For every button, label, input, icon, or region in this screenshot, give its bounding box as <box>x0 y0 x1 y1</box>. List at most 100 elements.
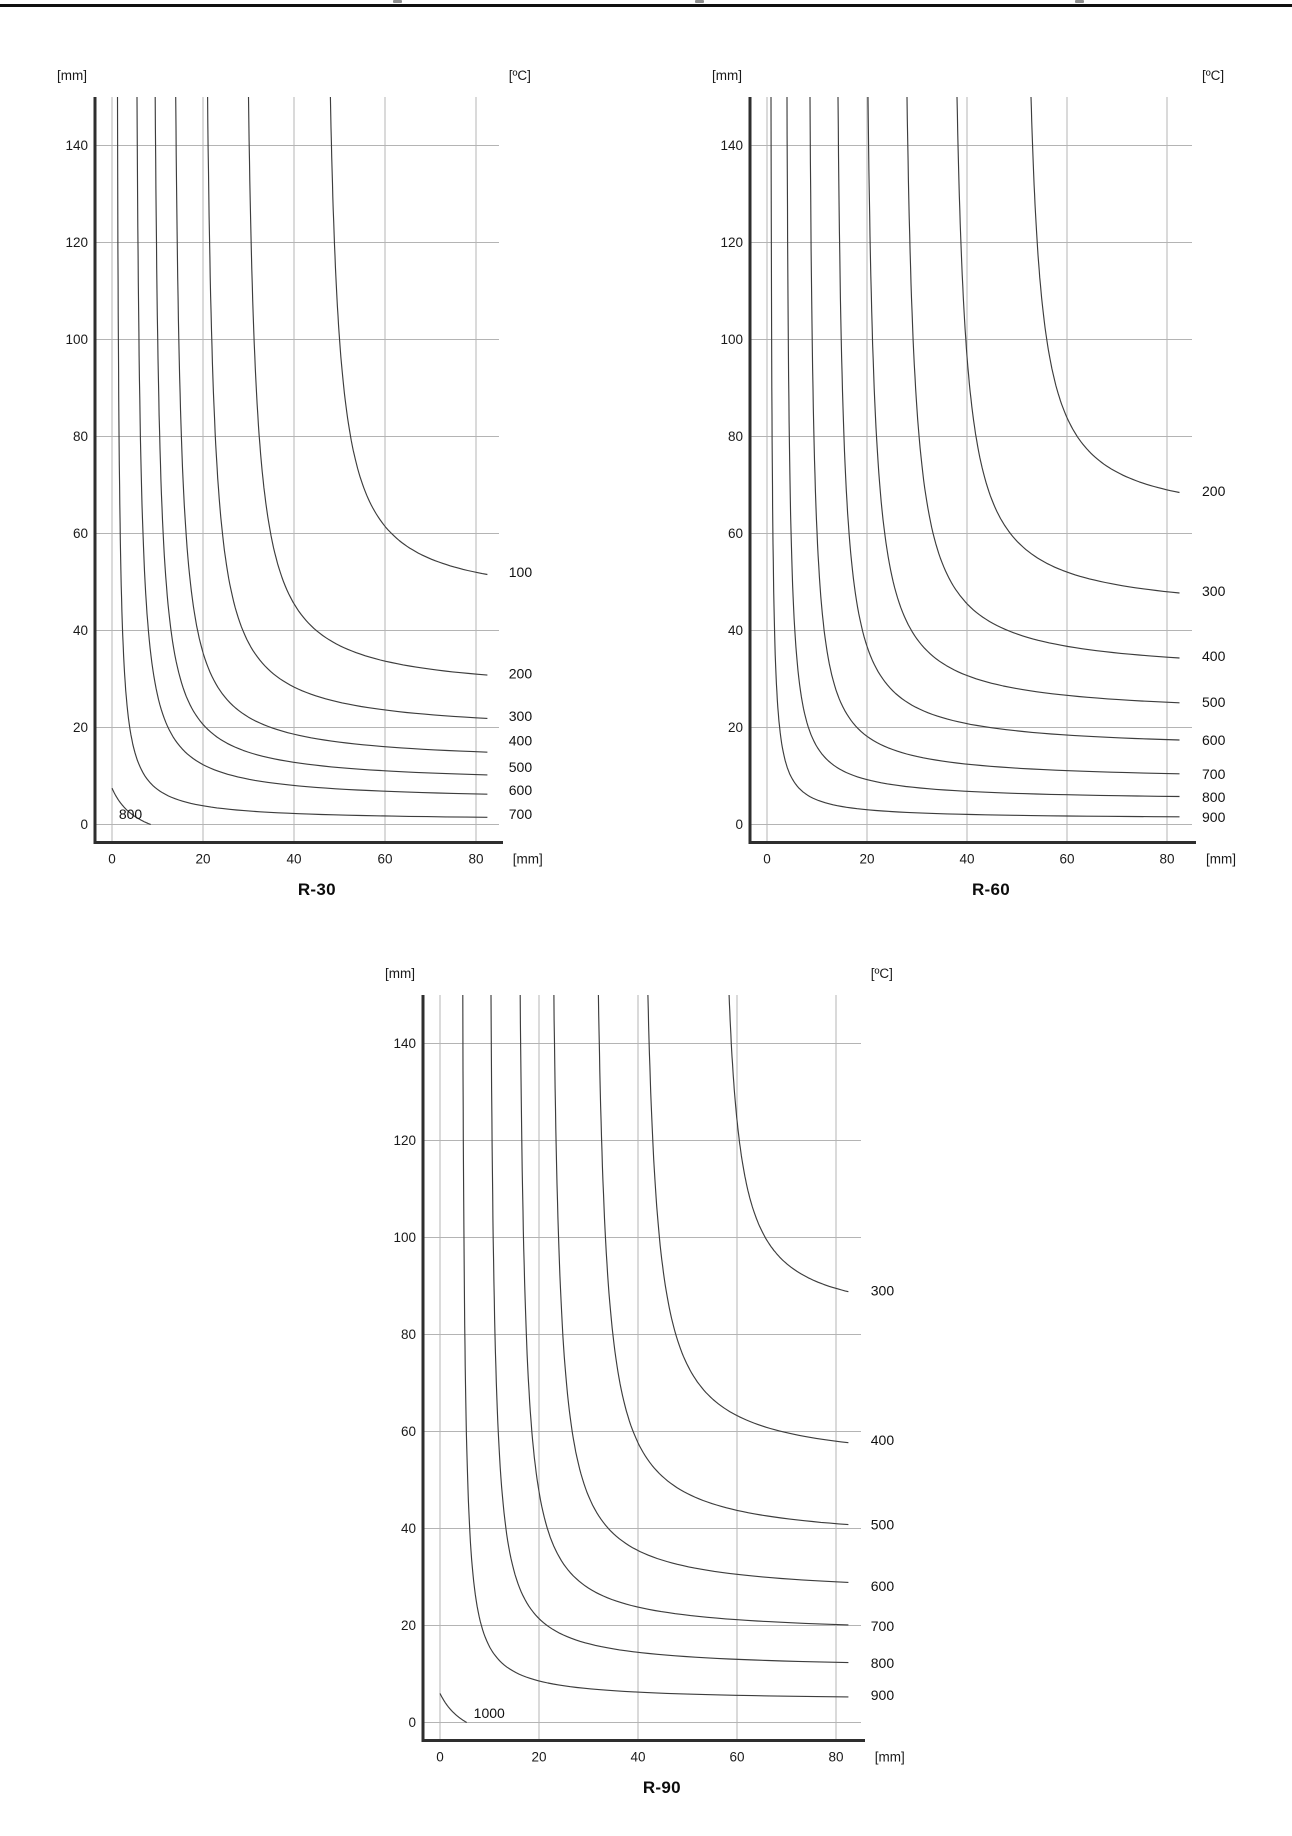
isotherm-600 <box>837 96 1180 741</box>
y-tick-label-0: 0 <box>735 817 743 832</box>
isotherm-500 <box>597 994 849 1526</box>
x-tick-label-40: 40 <box>959 852 974 867</box>
isotherm-label-900: 900 <box>871 1687 895 1703</box>
header-text-remnant <box>695 0 704 3</box>
y-tick-label-120: 120 <box>720 235 743 250</box>
isotherm-700 <box>519 994 849 1626</box>
y-tick-label-20: 20 <box>73 720 88 735</box>
isotherm-300 <box>956 96 1180 594</box>
isotherm-label-700: 700 <box>509 806 533 822</box>
isotherm-800 <box>490 994 849 1664</box>
isotherm-600 <box>553 994 849 1583</box>
contour-plot-r30: 0 20 40 60 80 100 120 140 0 20 40 60 80 [mm] 100 200 300… <box>65 96 543 867</box>
isotherm-label-600: 600 <box>1202 732 1226 748</box>
isotherm-chart-r30: [mm] [ºC] 0 20 40 60 80 100 120 140 0 20 40 60 80 [mm… <box>55 62 615 912</box>
isotherm-label-600: 600 <box>509 782 533 798</box>
isotherm-label-200: 200 <box>509 666 533 682</box>
isotherm-label-400: 400 <box>871 1432 895 1448</box>
isotherm-label-100: 100 <box>509 564 533 580</box>
isotherm-200 <box>247 96 488 676</box>
x-tick-label-40: 40 <box>286 852 301 867</box>
y-axis-unit-label: [mm] <box>57 68 87 83</box>
x-axis-unit-label: [mm] <box>1206 852 1236 867</box>
isotherm-label-300: 300 <box>509 708 533 724</box>
x-tick-label-60: 60 <box>377 852 392 867</box>
x-tick-label-40: 40 <box>630 1750 645 1765</box>
x-tick-label-80: 80 <box>1159 852 1174 867</box>
isotherm-label-800: 800 <box>871 1655 895 1671</box>
chart-title-r30: R-30 <box>297 880 336 899</box>
y-tick-label-60: 60 <box>401 1424 416 1439</box>
isotherm-curves <box>770 96 1180 818</box>
x-tick-label-0: 0 <box>108 852 116 867</box>
y-tick-label-0: 0 <box>408 1715 416 1730</box>
y-tick-label-100: 100 <box>720 332 743 347</box>
isotherm-label-400: 400 <box>1202 648 1226 664</box>
isotherm-400 <box>906 96 1180 659</box>
y-tick-label-100: 100 <box>65 332 88 347</box>
isotherm-label-300: 300 <box>1202 583 1226 599</box>
y-tick-label-80: 80 <box>401 1327 416 1342</box>
x-axis-unit-label: [mm] <box>513 852 543 867</box>
axes <box>421 995 865 1743</box>
x-tick-label-20: 20 <box>195 852 210 867</box>
isotherm-chart-r90: [mm] [ºC] 0 20 40 60 80 100 120 140 0 20 40 60 80 [mm… <box>383 960 943 1810</box>
axes <box>748 97 1196 845</box>
y-tick-label-40: 40 <box>73 623 88 638</box>
x-tick-label-0: 0 <box>763 852 771 867</box>
isotherm-labels: 100 200 300 400 500 600 700 800 <box>119 564 532 822</box>
isotherm-curves <box>111 96 488 826</box>
isotherm-labels: 300 400 500 600 700 800 900 1000 <box>474 1282 895 1720</box>
x-tick-label-80: 80 <box>468 852 483 867</box>
isotherm-label-300: 300 <box>871 1282 895 1298</box>
chart-title-r60: R-60 <box>971 880 1011 899</box>
isotherm-400 <box>175 96 488 753</box>
isotherm-300 <box>728 994 849 1293</box>
y-tick-label-80: 80 <box>728 429 743 444</box>
isotherm-500 <box>154 96 488 776</box>
contour-plot-r60: 0 20 40 60 80 100 120 140 0 20 40 60 80 [mm] 200 300 400… <box>720 96 1236 867</box>
y-tick-label-20: 20 <box>728 720 743 735</box>
isotherm-900 <box>770 96 1180 818</box>
y-tick-label-140: 140 <box>720 138 743 153</box>
page-header-rule <box>0 4 1292 7</box>
isotherm-800 <box>786 96 1180 798</box>
tick-labels: 0 20 40 60 80 100 120 140 0 20 40 60 80 [mm] <box>720 138 1236 867</box>
x-axis-unit-label: [mm] <box>875 1750 905 1765</box>
isotherm-200 <box>1030 96 1180 494</box>
gridlines <box>750 97 1192 843</box>
tick-labels: 0 20 40 60 80 100 120 140 0 20 40 60 80 [mm] <box>65 138 542 867</box>
isotherm-1000 <box>439 1693 467 1724</box>
isotherm-label-500: 500 <box>871 1517 895 1533</box>
isotherm-label-500: 500 <box>509 759 533 775</box>
header-text-remnant <box>1075 0 1084 3</box>
isotherm-label-700: 700 <box>1202 766 1226 782</box>
isotherm-400 <box>647 994 849 1444</box>
y-axis-unit-label: [mm] <box>385 966 415 981</box>
y-tick-label-140: 140 <box>65 138 88 153</box>
isotherm-100 <box>329 96 488 576</box>
x-tick-label-60: 60 <box>729 1750 744 1765</box>
isotherm-700 <box>809 96 1180 775</box>
y-tick-label-80: 80 <box>73 429 88 444</box>
isotherm-300 <box>207 96 488 719</box>
contour-plot-r90: 0 20 40 60 80 100 120 140 0 20 40 60 80 [mm] 300 400 500… <box>393 994 905 1765</box>
isotherm-label-700: 700 <box>871 1618 895 1634</box>
isotherm-500 <box>867 96 1180 704</box>
y-tick-label-60: 60 <box>728 526 743 541</box>
x-tick-label-80: 80 <box>828 1750 843 1765</box>
chart-title-r90: R-90 <box>642 1778 681 1797</box>
y-tick-label-100: 100 <box>393 1230 416 1245</box>
x-tick-label-20: 20 <box>531 1750 546 1765</box>
isotherm-900 <box>462 994 849 1698</box>
header-text-remnant <box>393 0 402 3</box>
isotherm-label-1000: 1000 <box>474 1705 505 1721</box>
y-tick-label-40: 40 <box>401 1521 416 1536</box>
y-tick-label-40: 40 <box>728 623 743 638</box>
x-tick-label-20: 20 <box>859 852 874 867</box>
y-tick-label-120: 120 <box>65 235 88 250</box>
temperature-unit-label: [ºC] <box>508 68 531 83</box>
temperature-unit-label: [ºC] <box>1202 68 1225 83</box>
isotherm-label-400: 400 <box>509 733 533 749</box>
temperature-unit-label: [ºC] <box>870 966 893 981</box>
